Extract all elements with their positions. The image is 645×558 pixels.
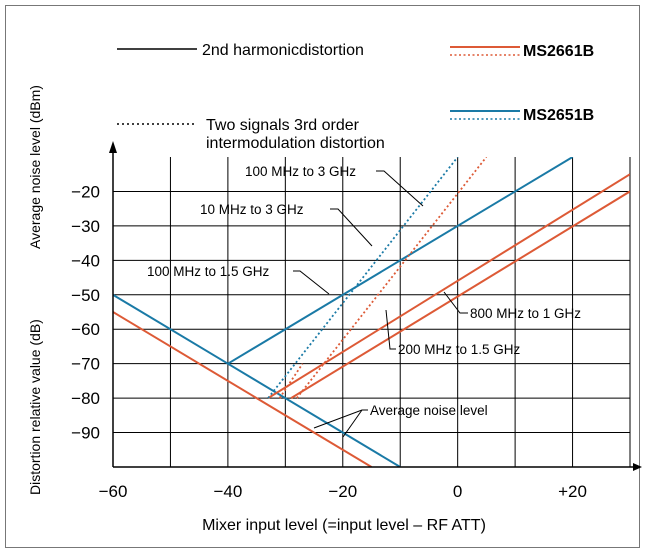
annotation-800mhz-1ghz: 800 MHz to 1 GHz — [470, 306, 581, 321]
y-axis-title-distortion: Distortion relative value (dB) — [27, 319, 43, 495]
legend-label-ms2661b: MS2661B — [523, 43, 594, 60]
annotation-200mhz-1-5ghz: 200 MHz to 1.5 GHz — [398, 342, 521, 357]
outer-border — [5, 5, 640, 548]
series-lines — [113, 157, 630, 467]
series-line-ms2661b-solid — [290, 190, 630, 399]
annotation-100mhz-1-5ghz: 100 MHz to 1.5 GHz — [147, 264, 270, 279]
x-tick-label: −20 — [328, 482, 357, 501]
legend: 2nd harmonicdistortion Two signals 3rd o… — [117, 42, 594, 152]
annotation-leader-noise-ms2651b — [342, 409, 363, 438]
annotations: 100 MHz to 3 GHz 10 MHz to 3 GHz 100 MHz… — [147, 164, 581, 438]
series-line-ms2661b-dotted — [296, 157, 488, 399]
annotation-leader-100mhz-1-5ghz — [293, 270, 330, 295]
x-tick-label: −60 — [99, 482, 128, 501]
series-line-ms2651b-solid — [113, 293, 401, 467]
annotation-leader-100mhz-3ghz — [376, 170, 424, 207]
series-line-ms2651b-dotted — [267, 157, 459, 399]
x-tick-label: −40 — [213, 482, 242, 501]
y-tick-label: −20 — [71, 182, 100, 201]
y-tick-label: −70 — [71, 355, 100, 374]
annotation-100mhz-3ghz: 100 MHz to 3 GHz — [245, 164, 356, 179]
x-axis-title: Mixer input level (=input level – RF ATT… — [202, 517, 486, 534]
annotation-10mhz-3ghz: 10 MHz to 3 GHz — [200, 202, 304, 217]
annotation-leader-800mhz-1ghz — [443, 291, 468, 314]
y-tick-label: −90 — [71, 424, 100, 443]
legend-label-3rd-order: Two signals 3rd order — [206, 117, 360, 134]
y-tick-label: −30 — [71, 217, 100, 236]
y-tick-label: −40 — [71, 251, 100, 270]
legend-label-ms2651b: MS2651B — [523, 107, 594, 124]
axes — [109, 141, 642, 471]
x-axis-arrow — [633, 463, 642, 471]
tick-labels: −60 −40 −20 0 +20 −20 −30 −40 −50 −60 −70 −80 −90 — [71, 182, 587, 501]
legend-label-2nd-harmonic: 2nd harmonicdistortion — [202, 42, 364, 59]
annotation-leader-200mhz-1-5ghz — [385, 309, 396, 350]
x-tick-label: +20 — [558, 482, 587, 501]
y-tick-label: −50 — [71, 286, 100, 305]
series-line-ms2661b-solid — [267, 173, 630, 399]
series-line-ms2661b-solid — [113, 311, 373, 467]
legend-label-3rd-order-line2: intermodulation distortion — [206, 135, 385, 152]
series-line-ms2651b-solid — [227, 157, 574, 365]
annotation-leader-10mhz-3ghz — [330, 208, 373, 247]
annotation-average-noise: Average noise level — [370, 403, 488, 418]
y-axis-arrow — [109, 141, 117, 153]
y-tick-label: −80 — [71, 389, 100, 408]
x-tick-label: 0 — [453, 482, 462, 501]
y-axis-title-noise: Average noise level (dBm) — [27, 85, 43, 249]
y-tick-label: −60 — [71, 320, 100, 339]
grid — [113, 157, 631, 467]
